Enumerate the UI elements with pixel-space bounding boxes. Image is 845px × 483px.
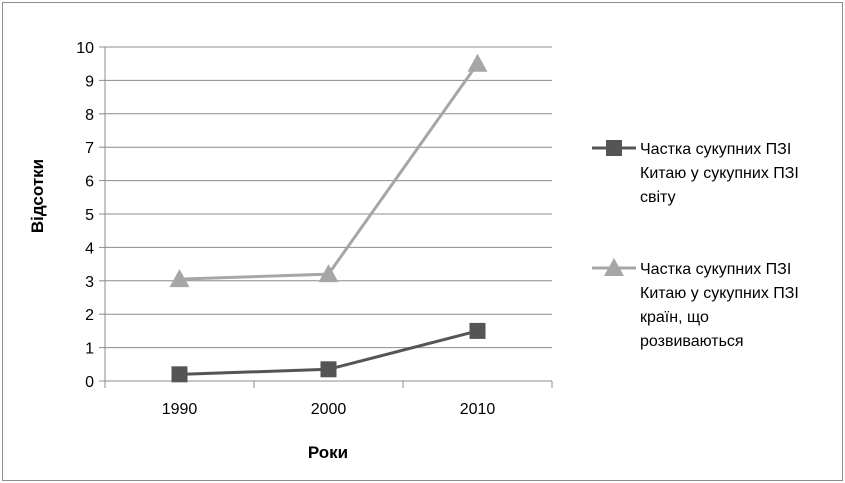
y-tick-label: 3 [85, 274, 94, 291]
series-line [179, 62, 479, 281]
legend-label: Китаю у сукупних ПЗІ [640, 165, 799, 182]
x-tick-label: 2000 [311, 401, 347, 418]
x-tick-label: 2010 [460, 401, 496, 418]
y-tick-label: 5 [85, 207, 94, 224]
data-point [171, 366, 188, 383]
legend-label: Частка сукупних ПЗІ [640, 141, 791, 158]
y-tick-label: 4 [85, 240, 94, 257]
legend-label: країн, що [640, 309, 709, 326]
y-tick-label: 2 [85, 307, 94, 324]
legend: Частка сукупних ПЗІ Китаю у сукупних ПЗІ с… [592, 140, 799, 350]
data-point [469, 322, 486, 339]
legend-item-1: Частка сукупних ПЗІ Китаю у сукупних ПЗІ с… [592, 140, 799, 206]
legend-item-2: Частка сукупних ПЗІ Китаю у сукупних ПЗІ к… [592, 258, 799, 350]
data-point [320, 361, 337, 378]
legend-marker [604, 258, 624, 276]
series-2 [169, 53, 488, 288]
x-axis-title: Роки [308, 443, 348, 462]
y-tick-label: 0 [85, 374, 94, 391]
y-tick-label: 9 [85, 73, 94, 90]
series-1 [171, 322, 486, 383]
data-point [169, 269, 190, 288]
y-tick-label: 7 [85, 140, 94, 157]
series-layer [169, 53, 488, 383]
y-tick-label: 10 [76, 40, 94, 57]
legend-label: розвиваються [640, 333, 744, 350]
y-tick-label: 8 [85, 107, 94, 124]
y-axis-title: Відсотки [28, 159, 47, 233]
data-point [467, 53, 488, 72]
x-tick-label: 1990 [162, 401, 198, 418]
tick-labels: 0 1 2 3 4 5 6 7 8 9 10 1990 2000 2010 [76, 40, 495, 418]
legend-marker [606, 140, 622, 156]
y-tick-label: 6 [85, 174, 94, 191]
y-tick-label: 1 [85, 341, 94, 358]
legend-label: Частка сукупних ПЗІ [640, 261, 791, 278]
data-point [318, 264, 339, 283]
legend-label: світу [640, 189, 676, 206]
gridlines [105, 46, 552, 349]
legend-label: Китаю у сукупних ПЗІ [640, 285, 799, 302]
